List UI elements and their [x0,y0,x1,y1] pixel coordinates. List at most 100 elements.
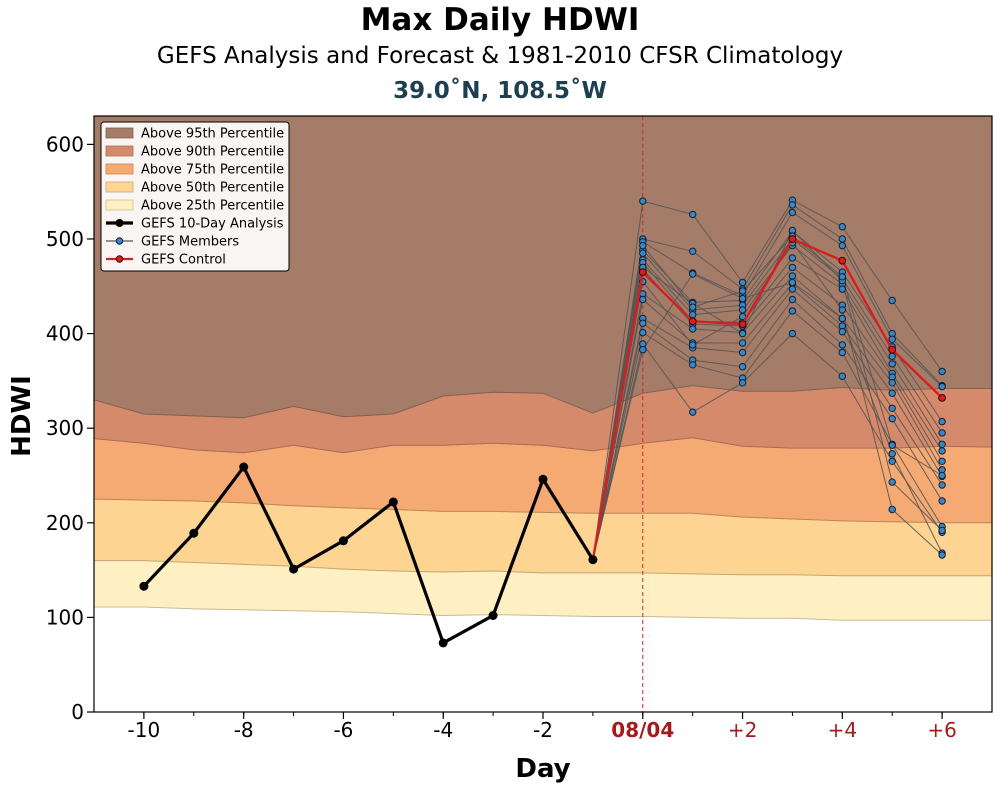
legend-marker [115,219,124,227]
member-point [738,306,747,314]
member-point [838,223,846,231]
x-tick-label: -8 [234,718,254,742]
legend-label: GEFS 10-Day Analysis [141,217,284,232]
y-tick-label: 500 [46,227,84,251]
control-point [688,317,697,326]
member-point [938,526,946,535]
legend-item: Above 25th Percentile [105,199,284,214]
y-tick-label: 400 [46,322,84,346]
member-point [689,247,697,256]
legend-swatch [105,127,134,139]
member-point [888,457,896,465]
legend-swatch [105,181,134,193]
legend-label: GEFS Control [141,253,226,268]
analysis-point [139,581,149,591]
member-point [838,341,846,349]
band-edge-p95 [94,385,992,419]
legend-label: Above 50th Percentile [141,181,284,196]
analysis-point [438,638,448,648]
x-tick-label: -2 [533,718,553,742]
member-point [888,379,896,387]
legend-item: Above 75th Percentile [105,163,284,178]
chart-legend: Above 95th Percentile Above 90th Percenti… [100,121,290,272]
member-point [639,328,647,337]
member-point [639,295,647,304]
member-point [938,471,946,480]
member-line [592,288,943,560]
y-axis-label: HDWI [7,375,37,457]
member-point [639,197,647,205]
member-point [838,372,846,380]
x-tick-label: +4 [828,718,857,742]
member-point [838,241,846,250]
member-point [689,210,697,219]
member-point [838,306,846,314]
band-p95 [94,116,992,418]
member-line [592,204,943,560]
legend-swatch [105,145,134,157]
member-point [838,314,846,323]
legend-label: Above 25th Percentile [141,199,284,214]
member-point [938,497,946,505]
legend-label: GEFS Members [141,235,239,250]
analysis-point [488,611,498,620]
analysis-point [338,536,348,546]
analysis-point [588,555,598,565]
legend-item: Above 50th Percentile [105,181,284,196]
chart-subtitle: GEFS Analysis and Forecast & 1981-2010 C… [156,43,844,69]
member-point [938,447,946,455]
member-point [888,352,896,360]
control-line [591,237,943,560]
gefs-analysis-series [139,462,598,648]
member-point [639,241,647,250]
member-point [938,417,946,426]
member-point [838,328,846,336]
analysis-point [189,528,199,538]
legend-marker [115,237,124,245]
member-point [838,235,846,243]
y-tick-label: 300 [46,416,84,440]
legend-label: Above 90th Percentile [141,145,284,160]
y-tick-label: 100 [46,605,84,629]
control-point [938,394,946,402]
control-point [738,320,747,329]
member-point [938,382,946,391]
member-point [738,348,747,357]
x-axis-label: Day [515,754,570,784]
legend-marker [115,255,124,263]
member-line [592,238,943,560]
member-point [788,295,797,304]
control-point [838,256,847,265]
member-point [738,294,747,303]
x-axis-ticks: -10 -8 -6 -4 -2 08/04 +2 +4 +6 [128,712,957,742]
member-point [788,201,797,209]
x-tick-label: 08/04 [611,718,674,742]
member-point [689,341,697,349]
legend-swatch [105,163,134,175]
legend-item: GEFS Control [106,253,226,268]
member-line [592,211,943,560]
y-tick-label: 600 [46,132,84,156]
y-tick-label: 200 [46,511,84,535]
band-edge-p90 [94,437,992,454]
member-point [888,478,896,486]
x-tick-label: -6 [333,718,353,742]
member-line [592,282,943,560]
member-point [888,404,896,412]
member-point [788,208,797,217]
x-tick-label: -4 [433,718,453,742]
member-line [592,199,943,560]
y-axis-ticks: 0 100 200 300 400 500 600 [46,132,94,724]
member-point [788,285,797,293]
legend-item: Above 95th Percentile [105,127,284,142]
y-tick-label: 0 [71,700,84,724]
member-line [592,275,943,560]
band-edge-p75 [94,498,992,524]
member-point [838,273,846,281]
band-p25 [94,560,992,621]
legend-box [100,121,290,272]
member-point [888,360,896,368]
member-point [788,254,797,262]
legend-label: Above 95th Percentile [141,127,284,142]
member-point [689,325,697,333]
